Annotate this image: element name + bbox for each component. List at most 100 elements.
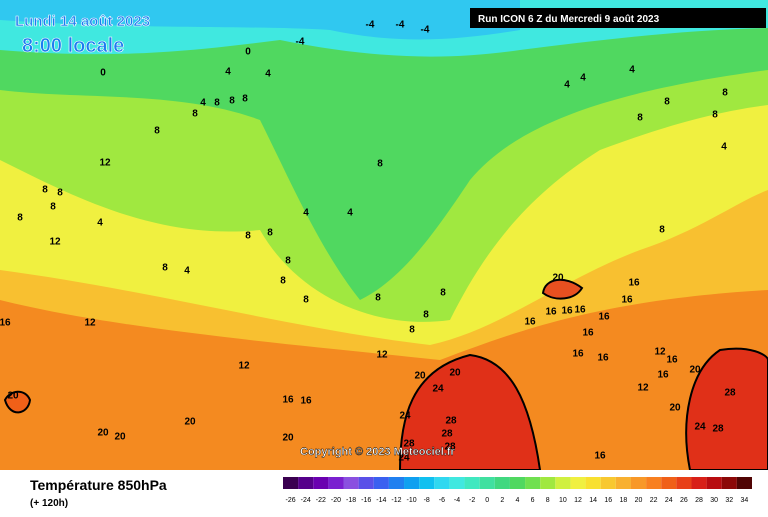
contour-label: 4 bbox=[564, 80, 570, 91]
contour-label: 4 bbox=[580, 73, 586, 84]
legend-swatch bbox=[706, 477, 722, 489]
contour-label: 4 bbox=[265, 69, 271, 80]
contour-label: 12 bbox=[99, 158, 111, 169]
contour-label: 24 bbox=[398, 453, 410, 464]
legend-swatch bbox=[494, 477, 510, 489]
contour-label: 8 bbox=[377, 159, 383, 170]
contour-label: 4 bbox=[303, 208, 309, 219]
cold-band bbox=[0, 0, 520, 40]
legend-swatch bbox=[691, 477, 707, 489]
contour-label: 16 bbox=[572, 349, 584, 360]
contour-label: 28 bbox=[403, 439, 415, 450]
contour-label: 12 bbox=[84, 318, 96, 329]
run: Run ICON 6 Z du Mercredi 9 août 2023 bbox=[478, 14, 660, 25]
legend-swatch bbox=[630, 477, 647, 489]
contour-label: 16 bbox=[545, 307, 557, 318]
contour-label: 8 bbox=[664, 97, 670, 108]
contour-label: 24 bbox=[694, 422, 706, 433]
legend-label: -12 bbox=[391, 497, 401, 504]
legend-label: 26 bbox=[680, 497, 688, 504]
legend-label: -6 bbox=[439, 497, 445, 504]
legend-label: 14 bbox=[589, 497, 597, 504]
contour-label: 16 bbox=[666, 355, 678, 366]
legend-swatch bbox=[479, 477, 495, 489]
contour-label: 4 bbox=[200, 98, 206, 109]
legend-swatch bbox=[721, 477, 737, 489]
contour-label: 28 bbox=[444, 442, 456, 453]
contour-label: 28 bbox=[445, 416, 457, 427]
legend-label: -20 bbox=[331, 497, 341, 504]
contour-label: 8 bbox=[42, 185, 48, 196]
legend-label: 4 bbox=[516, 497, 520, 504]
legend-swatch bbox=[646, 477, 662, 489]
contour-label: 28 bbox=[724, 388, 736, 399]
contour-label: 8 bbox=[162, 263, 168, 274]
contour-label: 16 bbox=[0, 318, 11, 329]
legend-label: 12 bbox=[574, 497, 582, 504]
contour-label: 8 bbox=[280, 276, 286, 287]
contour-label: 8 bbox=[154, 126, 160, 137]
contour-label: 8 bbox=[659, 225, 665, 236]
run-box bbox=[470, 8, 766, 28]
legend-label: -22 bbox=[316, 497, 326, 504]
hot-area bbox=[398, 353, 542, 471]
legend-swatch bbox=[343, 477, 359, 489]
legend-label: -26 bbox=[286, 497, 296, 504]
contour-label: 8 bbox=[722, 88, 728, 99]
contour-label: 8 bbox=[267, 228, 273, 239]
contour-label: 16 bbox=[524, 317, 536, 328]
legend-label: -18 bbox=[346, 497, 356, 504]
footer-lead: (+ 120h) bbox=[30, 498, 68, 509]
contour-label: 8 bbox=[423, 310, 429, 321]
contour-label: 8 bbox=[637, 113, 643, 124]
legend-swatch bbox=[419, 477, 435, 489]
legend-swatch bbox=[525, 477, 541, 489]
legend-label: 22 bbox=[650, 497, 658, 504]
contour-label: 20 bbox=[114, 432, 126, 443]
contour-label: 12 bbox=[654, 347, 666, 358]
contour-label: 20 bbox=[689, 365, 701, 376]
legend-swatch bbox=[313, 477, 329, 489]
contour-label: 8 bbox=[17, 213, 23, 224]
contour-label: 28 bbox=[441, 429, 453, 440]
legend-label: 32 bbox=[725, 497, 733, 504]
contour-label: 4 bbox=[629, 65, 635, 76]
contour-label: 4 bbox=[97, 218, 103, 229]
copyright: Copyright © 2023 Meteociel.fr bbox=[300, 446, 456, 458]
hot-area bbox=[541, 278, 584, 300]
legend-label: 16 bbox=[604, 497, 612, 504]
legend-label: 18 bbox=[620, 497, 628, 504]
legend-swatch bbox=[540, 477, 556, 489]
time: 8:00 locale bbox=[22, 35, 124, 57]
legend-label: -2 bbox=[469, 497, 475, 504]
contour-label: 12 bbox=[376, 350, 388, 361]
legend-label: 0 bbox=[485, 497, 489, 504]
contour-label: 16 bbox=[657, 370, 669, 381]
legend-swatch bbox=[358, 477, 374, 489]
legend-label: 30 bbox=[710, 497, 718, 504]
contour-label: 16 bbox=[594, 451, 606, 462]
legend-swatch bbox=[585, 477, 601, 489]
contour-label: -4 bbox=[366, 20, 375, 31]
contour-label: 16 bbox=[598, 312, 610, 323]
contour-label: 4 bbox=[225, 67, 231, 78]
color-legend: -26 -24 -22 -20 -18 -16 -14 -12 -10 -8 -6 -4 -2 0 2 4 6 8… bbox=[283, 477, 752, 504]
contour-label: 12 bbox=[238, 361, 250, 372]
legend-label: -14 bbox=[376, 497, 386, 504]
legend-label: 24 bbox=[665, 497, 673, 504]
contour-label: 12 bbox=[637, 383, 649, 394]
contour-label: 8 bbox=[214, 98, 220, 109]
legend-swatch bbox=[464, 477, 480, 489]
contour-label: 8 bbox=[245, 231, 251, 242]
legend-swatch bbox=[661, 477, 677, 489]
legend-label: 8 bbox=[546, 497, 550, 504]
legend-swatch bbox=[615, 477, 631, 489]
contour-label: 16 bbox=[621, 295, 633, 306]
contour-label: 16 bbox=[597, 353, 609, 364]
contour-label: 20 bbox=[282, 433, 294, 444]
legend-swatch bbox=[736, 477, 752, 489]
legend-swatch bbox=[328, 477, 344, 489]
contour-label: 20 bbox=[669, 403, 681, 414]
contour-label: -4 bbox=[396, 20, 405, 31]
